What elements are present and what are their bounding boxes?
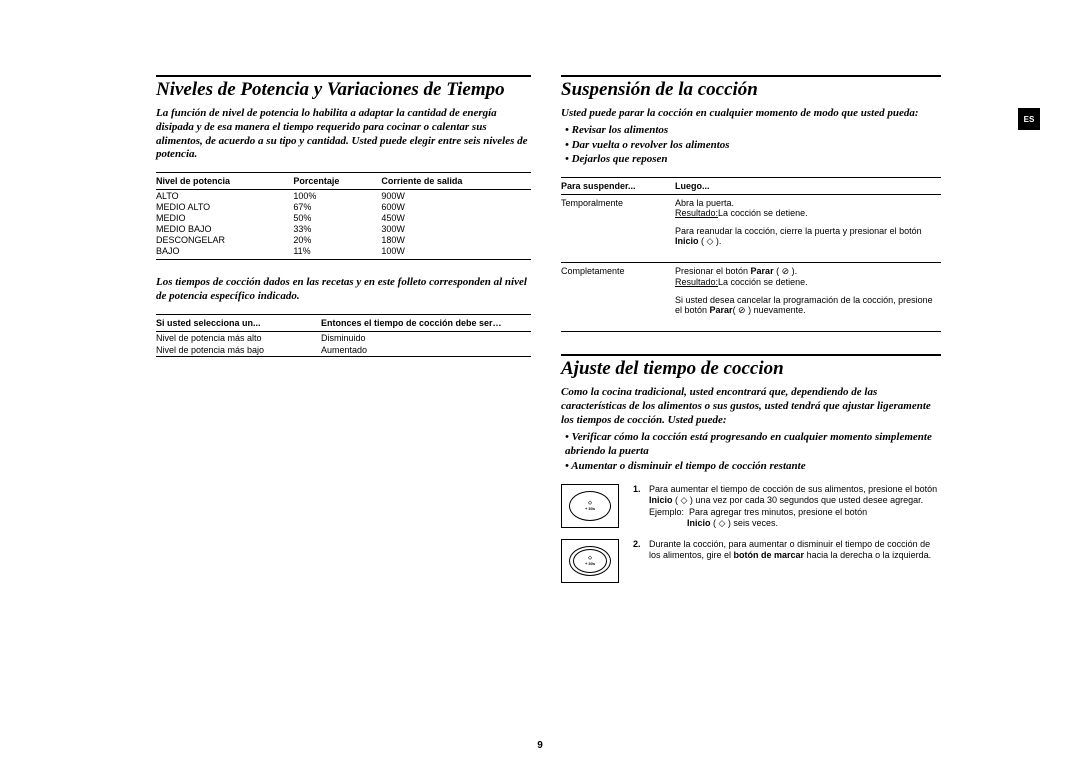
text: ( ⊘ ). [774,266,798,276]
power-intro: La función de nivel de potencia lo habil… [156,107,531,162]
table-cell: 600W [381,201,531,212]
right-column: Suspensión de la cocción Usted puede par… [561,75,941,593]
text: La cocción se detiene. [718,277,808,287]
text: Resultado: [675,208,718,218]
table-cell: ALTO [156,190,293,202]
button-icon-30s: ◇+ 30s [561,484,619,528]
cell-temporal-action: Abra la puerta. Resultado:La cocción se … [675,195,941,254]
heading-power-levels: Niveles de Potencia y Variaciones de Tie… [156,75,531,101]
table-cell: MEDIO ALTO [156,201,293,212]
table-cell: 100% [293,190,381,202]
adjust-bullets: Verificar cómo la cocción está progresan… [565,430,941,475]
text-bold: Parar [751,266,774,276]
suspend-table: Para suspender... Luego... Temporalmente… [561,177,941,332]
text-bold: Inicio [675,236,699,246]
heading-suspend: Suspensión de la cocción [561,75,941,101]
table-cell: Aumentado [321,344,531,356]
text: Presionar el botón [675,266,751,276]
table-cell: Nivel de potencia más alto [156,331,321,344]
language-tab: ES [1018,108,1040,130]
step-number: 2. [633,539,643,583]
th-level: Nivel de potencia [156,173,293,190]
text: Para reanudar la cocción, cierre la puer… [675,226,922,236]
adjust-intro: Como la cocina tradicional, usted encont… [561,386,941,427]
text-bold: botón de marcar [734,550,805,560]
table-cell: 20% [293,234,381,245]
text: hacia la derecha o la izquierda. [804,550,931,560]
text: Ejemplo: [649,507,684,517]
th-time: Entonces el tiempo de cocción debe ser… [321,314,531,331]
th-percent: Porcentaje [293,173,381,190]
step-2: ◇+ 30s 2. Durante la cocción, para aumen… [561,539,941,583]
text-bold: Parar [710,305,733,315]
th-output: Corriente de salida [381,173,531,190]
table-cell: Disminuido [321,331,531,344]
cooking-times-note: Los tiempos de cocción dados en las rece… [156,276,531,304]
list-item: Dejarlos que reposen [565,152,941,167]
list-item: Verificar cómo la cocción está progresan… [565,430,941,460]
th-select: Si usted selecciona un... [156,314,321,331]
cell-complete-action: Presionar el botón Parar ( ⊘ ). Resultad… [675,263,941,323]
heading-adjust: Ajuste del tiempo de coccion [561,354,941,380]
text: Para aumentar el tiempo de cocción de su… [649,484,937,494]
text-bold: Inicio [687,518,711,528]
table-cell: 11% [293,245,381,256]
suspend-bullets: Revisar los alimentosDar vuelta o revolv… [565,123,941,168]
text: ( ◇ ) una vez por cada 30 segundos que u… [673,495,924,505]
table-cell: 300W [381,223,531,234]
text: ( ◇ ) seis veces. [711,518,778,528]
table-cell: BAJO [156,245,293,256]
cell-temporal: Temporalmente [561,195,675,254]
table-cell: 900W [381,190,531,202]
left-column: Niveles de Potencia y Variaciones de Tie… [156,75,531,593]
page-content: Niveles de Potencia y Variaciones de Tie… [0,0,1080,613]
list-item: Revisar los alimentos [565,123,941,138]
text: Para agregar tres minutos, presione el b… [689,507,867,517]
table-cell: 100W [381,245,531,256]
page-number: 9 [0,740,1080,751]
table-cell: 450W [381,212,531,223]
table-cell: 67% [293,201,381,212]
step-1: ◇+ 30s 1. Para aumentar el tiempo de coc… [561,484,941,529]
adjust-steps: ◇+ 30s 1. Para aumentar el tiempo de coc… [561,484,941,583]
th-para-suspender: Para suspender... [561,178,675,195]
step-number: 1. [633,484,643,529]
dial-icon: ◇+ 30s [561,539,619,583]
table-cell: MEDIO [156,212,293,223]
table-cell: Nivel de potencia más bajo [156,344,321,356]
power-levels-table: Nivel de potencia Porcentaje Corriente d… [156,172,531,256]
list-item: Dar vuelta o revolver los alimentos [565,138,941,153]
time-adjust-guide-table: Si usted selecciona un... Entonces el ti… [156,314,531,356]
table-cell: DESCONGELAR [156,234,293,245]
text: Resultado: [675,277,718,287]
text: ( ◇ ). [699,236,722,246]
text: La cocción se detiene. [718,208,808,218]
text: ( ⊘ ) nuevamente. [733,305,806,315]
table-cell: MEDIO BAJO [156,223,293,234]
table-cell: 50% [293,212,381,223]
text-bold: Inicio [649,495,673,505]
suspend-intro: Usted puede parar la cocción en cualquie… [561,107,941,121]
th-luego: Luego... [675,178,941,195]
table-cell: 33% [293,223,381,234]
cell-complete: Completamente [561,263,675,323]
list-item: Aumentar o disminuir el tiempo de cocció… [565,459,941,474]
text: Abra la puerta. [675,198,734,208]
table-cell: 180W [381,234,531,245]
